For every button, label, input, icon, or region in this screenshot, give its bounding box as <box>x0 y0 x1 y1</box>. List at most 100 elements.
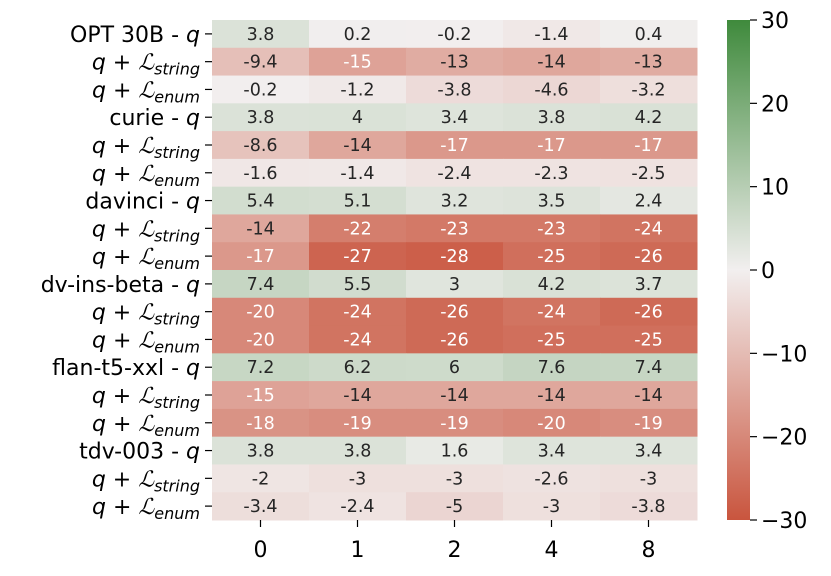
heatmap-cell <box>212 131 310 160</box>
heatmap-cell-value: -2.4 <box>437 164 471 184</box>
heatmap-cell-value: 7.4 <box>247 275 275 295</box>
heatmap-cell-value: -24 <box>634 219 663 239</box>
heatmap-cell-value: -3 <box>640 469 657 489</box>
heatmap-cell <box>309 492 407 521</box>
heatmap-cell <box>309 75 407 104</box>
heatmap-cell-value: -28 <box>440 247 469 267</box>
heatmap-cell <box>212 325 310 354</box>
heatmap-cell-value: 2.4 <box>635 192 663 212</box>
heatmap-cell-value: -1.4 <box>534 25 568 45</box>
heatmap-cell-value: 4 <box>352 108 363 128</box>
heatmap-cell-value: -2.3 <box>534 164 568 184</box>
y-tick-label: q + ℒenum <box>92 328 200 356</box>
heatmap-cell-value: -9.4 <box>243 53 277 73</box>
heatmap-cell <box>600 492 698 521</box>
heatmap-cell <box>309 353 407 382</box>
heatmap-cell-value: -13 <box>440 53 469 73</box>
heatmap-cell-value: -1.6 <box>243 164 277 184</box>
heatmap-cell <box>600 464 698 493</box>
heatmap-cell-value: -14 <box>634 386 663 406</box>
heatmap-cell <box>503 158 601 188</box>
heatmap-cell-value: -24 <box>343 330 372 350</box>
heatmap-cell <box>503 408 601 438</box>
heatmap-cell <box>406 242 504 271</box>
heatmap-cell-value: -23 <box>440 219 469 239</box>
heatmap-cell-value: 0.2 <box>344 25 372 45</box>
heatmap-cell-value: 3 <box>449 275 460 295</box>
x-axis: 0 1 2 4 8 <box>254 520 656 563</box>
heatmap-cell <box>212 297 310 327</box>
heatmap-cell <box>212 381 310 410</box>
heatmap-cell-value: 3.8 <box>247 25 275 45</box>
heatmap-cell <box>600 214 698 243</box>
heatmap-cell <box>212 242 310 271</box>
heatmap-cell <box>309 20 407 49</box>
heatmap-cell <box>212 464 310 493</box>
heatmap-cell <box>600 242 698 271</box>
heatmap-cell-value: -4.6 <box>534 80 568 100</box>
heatmap-cell <box>406 20 504 49</box>
heatmap-cell-value: 3.8 <box>247 442 275 462</box>
colorbar-ticks: 30 20 10 0 −10 −20 −30 <box>750 9 807 534</box>
heatmap-cell-value: -2 <box>252 469 269 489</box>
heatmap-cell <box>503 47 601 77</box>
heatmap-cell <box>309 103 407 132</box>
heatmap-cell-value: -27 <box>343 247 372 267</box>
y-tick-label: flan-t5-xxl - q <box>52 356 200 381</box>
heatmap-cell-value: 5.4 <box>247 192 275 212</box>
colorbar-tick-label: −30 <box>761 509 807 534</box>
heatmap-cell <box>503 297 601 327</box>
heatmap-cell-value: -3 <box>446 469 463 489</box>
heatmap-cell <box>406 325 504 354</box>
heatmap-cell <box>406 186 504 215</box>
heatmap-cell <box>600 297 698 327</box>
x-tick-label: 8 <box>642 538 656 563</box>
heatmap-cell-value: -3.8 <box>631 497 665 517</box>
heatmap-cell <box>212 103 310 132</box>
heatmap-cell <box>600 186 698 215</box>
heatmap-cell <box>309 158 407 188</box>
heatmap-cell <box>309 436 407 465</box>
y-tick-label: q + ℒstring <box>92 301 200 329</box>
heatmap-cell-value: -3.4 <box>243 497 277 517</box>
heatmap-cell <box>212 20 310 49</box>
heatmap-cell <box>309 186 407 215</box>
heatmap-cell-value: -19 <box>634 414 663 434</box>
heatmap-cell-labels: 3.8 0.2 -0.2 -1.4 0.4 -9.4 -15 -13 -14 -13 -0.2 -1.… <box>243 25 665 517</box>
heatmap-cell-value: -26 <box>634 247 663 267</box>
heatmap-cell-value: -17 <box>440 136 469 156</box>
y-tick-label: q + ℒenum <box>92 78 200 106</box>
heatmap-cell-value: -0.2 <box>437 25 471 45</box>
heatmap-cell-value: -3 <box>543 497 560 517</box>
heatmap-cell-value: 3.8 <box>247 108 275 128</box>
heatmap-cell-value: -2.6 <box>534 469 568 489</box>
heatmap-cell-value: -13 <box>634 53 663 73</box>
heatmap-cell-value: -22 <box>343 219 372 239</box>
y-tick-label: q + ℒenum <box>92 162 200 190</box>
heatmap-cell <box>309 408 407 438</box>
y-tick-label: q + ℒenum <box>92 245 200 273</box>
heatmap-cell-value: 1.6 <box>441 442 469 462</box>
heatmap-cell-value: -26 <box>440 330 469 350</box>
heatmap-cell <box>503 75 601 104</box>
heatmap-cell-value: 0.4 <box>635 25 663 45</box>
heatmap-cell-value: 3.4 <box>538 442 566 462</box>
colorbar: 30 20 10 0 −10 −20 −30 <box>727 9 807 534</box>
heatmap-cell <box>600 103 698 132</box>
heatmap-cell <box>309 131 407 160</box>
heatmap-cell <box>503 214 601 243</box>
heatmap-cell <box>212 158 310 188</box>
heatmap-cell-value: -0.2 <box>243 80 277 100</box>
heatmap-cells <box>212 20 698 521</box>
heatmap-cell-value: 3.4 <box>635 442 663 462</box>
heatmap-cell <box>600 47 698 77</box>
heatmap-cell <box>600 353 698 382</box>
heatmap-cell-value: -24 <box>343 303 372 323</box>
heatmap-cell-value: 3.8 <box>344 442 372 462</box>
heatmap-cell <box>212 47 310 77</box>
colorbar-tick-label: −10 <box>761 342 807 367</box>
heatmap-cell-value: -17 <box>246 247 275 267</box>
heatmap-cell-value: 7.6 <box>538 358 566 378</box>
